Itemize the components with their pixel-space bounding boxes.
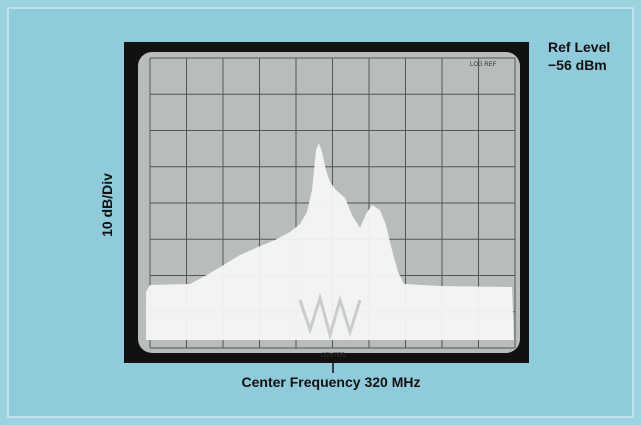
center-label: CENTER	[321, 353, 346, 359]
log-ref-label: LOG REF	[470, 62, 497, 68]
ref-level-label: Ref Level	[548, 39, 610, 55]
center-frequency-label: Center Frequency 320 MHz	[242, 374, 421, 390]
page: LOG REF CENTER Ref Level −56 dBm 10 dB/D…	[0, 0, 641, 425]
ref-level-value: −56 dBm	[548, 57, 607, 73]
figure: LOG REF CENTER Ref Level −56 dBm 10 dB/D…	[0, 0, 641, 425]
scale-label: 10 dB/Div	[99, 173, 115, 237]
